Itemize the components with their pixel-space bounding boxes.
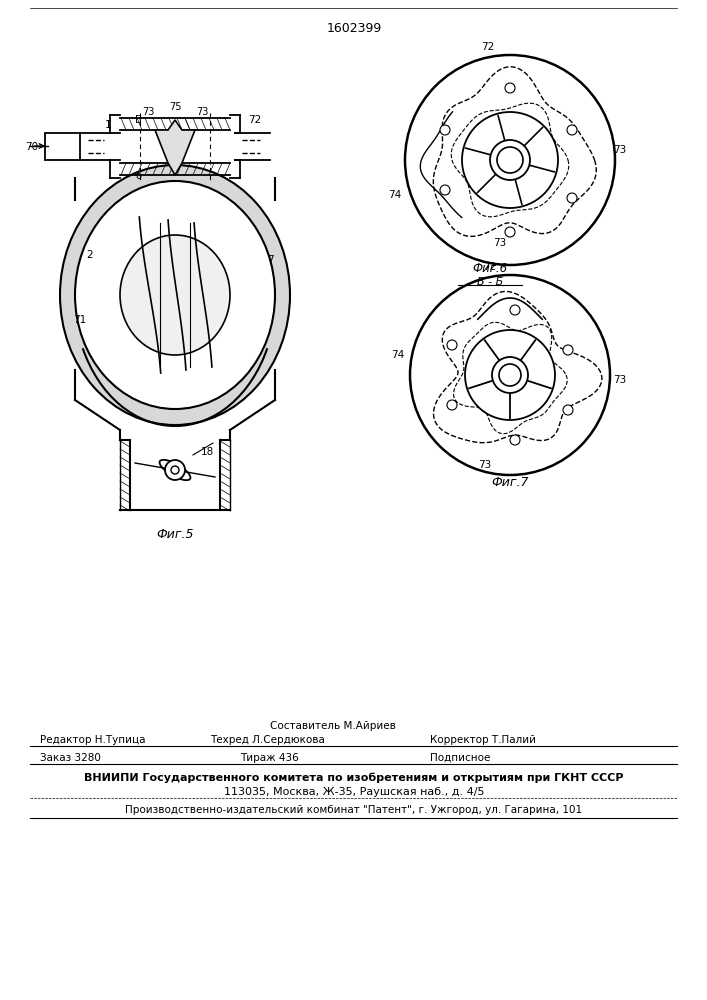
Text: 73: 73 — [614, 145, 626, 155]
Text: Техред Л.Сердюкова: Техред Л.Сердюкова — [210, 735, 325, 745]
Circle shape — [510, 435, 520, 445]
Text: 73: 73 — [614, 375, 626, 385]
Text: Тираж 436: Тираж 436 — [240, 753, 299, 763]
Text: ВНИИПИ Государственного комитета по изобретениям и открытиям при ГКНТ СССР: ВНИИПИ Государственного комитета по изоб… — [84, 773, 624, 783]
Circle shape — [497, 147, 523, 173]
Text: 74: 74 — [388, 190, 402, 200]
Text: б: б — [135, 171, 141, 181]
Text: 113035, Москва, Ж-35, Раушская наб., д. 4/5: 113035, Москва, Ж-35, Раушская наб., д. … — [223, 787, 484, 797]
Text: Б - Б: Б - Б — [477, 277, 503, 287]
Circle shape — [171, 466, 179, 474]
Circle shape — [492, 357, 528, 393]
Text: 18: 18 — [200, 447, 214, 457]
Circle shape — [490, 140, 530, 180]
Text: 72: 72 — [484, 262, 496, 272]
Circle shape — [447, 340, 457, 350]
Text: 1602399: 1602399 — [327, 21, 382, 34]
Circle shape — [563, 345, 573, 355]
Text: 72: 72 — [248, 115, 262, 125]
Circle shape — [510, 305, 520, 315]
Text: 73: 73 — [493, 238, 507, 248]
Text: Фиг.6: Фиг.6 — [472, 261, 508, 274]
Text: 72: 72 — [481, 42, 495, 52]
Text: 1: 1 — [105, 120, 111, 130]
Text: 73: 73 — [196, 107, 208, 117]
Circle shape — [505, 83, 515, 93]
Circle shape — [499, 364, 521, 386]
Circle shape — [567, 125, 577, 135]
Text: 73: 73 — [479, 460, 491, 470]
Text: Фиг.5: Фиг.5 — [156, 528, 194, 542]
Circle shape — [465, 330, 555, 420]
Polygon shape — [155, 120, 195, 175]
Text: Редактор Н.Тупица: Редактор Н.Тупица — [40, 735, 146, 745]
Text: 71: 71 — [74, 315, 87, 325]
Ellipse shape — [120, 235, 230, 355]
Circle shape — [505, 227, 515, 237]
Text: Б: Б — [134, 115, 141, 125]
Circle shape — [440, 185, 450, 195]
Text: 73: 73 — [142, 107, 154, 117]
Text: 2: 2 — [87, 250, 93, 260]
Text: Подписное: Подписное — [430, 753, 491, 763]
Text: 7: 7 — [267, 255, 274, 265]
Circle shape — [563, 405, 573, 415]
Circle shape — [462, 112, 558, 208]
Text: Фиг.7: Фиг.7 — [491, 476, 529, 488]
Text: Производственно-издательский комбинат "Патент", г. Ужгород, ул. Гагарина, 101: Производственно-издательский комбинат "П… — [125, 805, 583, 815]
Circle shape — [165, 460, 185, 480]
Polygon shape — [45, 133, 80, 160]
Text: 74: 74 — [392, 350, 404, 360]
Text: Заказ 3280: Заказ 3280 — [40, 753, 101, 763]
Text: 75: 75 — [169, 102, 181, 112]
Circle shape — [447, 400, 457, 410]
Ellipse shape — [75, 181, 275, 409]
Text: 70: 70 — [25, 142, 38, 152]
Ellipse shape — [60, 165, 290, 425]
Text: Составитель М.Айриев: Составитель М.Айриев — [270, 721, 396, 731]
Circle shape — [567, 193, 577, 203]
Circle shape — [440, 125, 450, 135]
Text: Корректор Т.Палий: Корректор Т.Палий — [430, 735, 536, 745]
